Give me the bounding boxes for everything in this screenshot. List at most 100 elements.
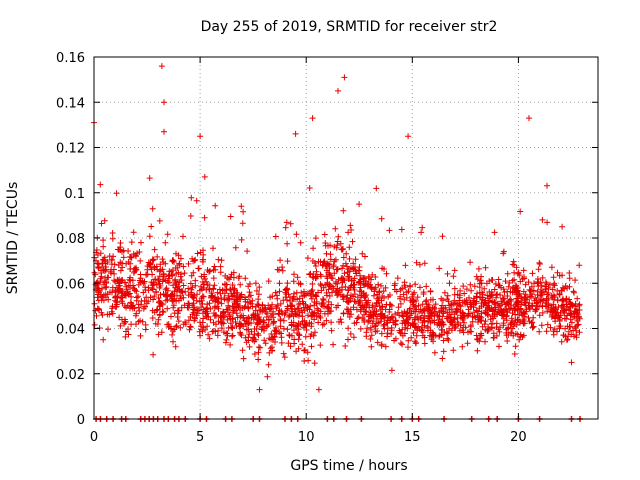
data-point [227, 274, 234, 281]
data-point [309, 287, 316, 293]
data-point [311, 302, 318, 309]
data-point [159, 278, 166, 285]
data-point [388, 302, 395, 309]
data-point [559, 223, 566, 230]
data-point [202, 326, 209, 333]
data-point [203, 314, 210, 321]
data-point [404, 309, 411, 315]
data-point [554, 309, 561, 316]
data-point [418, 229, 425, 236]
data-point [353, 319, 360, 326]
data-point [331, 270, 338, 277]
data-point [225, 296, 232, 303]
data-point [500, 322, 507, 329]
data-point [473, 294, 480, 301]
data-point [511, 289, 518, 296]
data-point [302, 333, 309, 340]
data-point [290, 293, 297, 300]
data-point [204, 323, 211, 330]
data-point [368, 343, 375, 350]
data-point [566, 299, 573, 306]
data-point [174, 292, 180, 299]
data-point [150, 279, 157, 286]
data-point [307, 290, 314, 297]
data-point [138, 239, 144, 246]
data-point [296, 332, 303, 339]
data-point [224, 275, 231, 281]
data-point [106, 311, 113, 318]
data-point [304, 255, 311, 262]
data-point [521, 274, 527, 280]
data-point [176, 287, 183, 294]
data-point [402, 324, 409, 331]
data-point [226, 295, 233, 302]
data-point [109, 235, 116, 242]
data-point [463, 286, 470, 293]
data-point [151, 293, 158, 300]
data-point [440, 337, 447, 344]
data-point [428, 309, 435, 316]
data-point [444, 330, 451, 337]
data-point [206, 268, 212, 275]
data-point [98, 273, 105, 280]
data-point [490, 315, 497, 322]
data-point [573, 334, 580, 341]
data-point [297, 239, 304, 246]
data-point [551, 280, 558, 287]
data-point [380, 322, 387, 329]
data-point [135, 318, 142, 325]
data-point [264, 373, 271, 380]
data-point [93, 247, 100, 253]
data-point [202, 275, 208, 282]
data-point [401, 296, 408, 303]
data-point [241, 294, 248, 301]
data-point [388, 367, 395, 374]
data-point [470, 299, 477, 305]
data-point [224, 332, 231, 339]
data-point [537, 293, 544, 299]
data-point [420, 291, 427, 297]
data-point [294, 274, 301, 281]
data-point [255, 296, 262, 303]
data-point [160, 309, 167, 316]
data-point [318, 287, 325, 294]
data-point [101, 217, 108, 224]
data-point [217, 319, 224, 326]
data-point [277, 323, 284, 330]
data-point [350, 260, 357, 267]
data-point [356, 201, 363, 208]
data-point [528, 303, 535, 310]
data-point [180, 282, 187, 289]
data-point [261, 319, 268, 326]
data-point [378, 282, 384, 289]
data-point [489, 320, 496, 327]
data-point [515, 269, 522, 276]
data-point [317, 314, 324, 321]
data-point [521, 310, 528, 317]
data-point [146, 175, 153, 182]
data-point [491, 299, 497, 306]
data-point [536, 328, 543, 335]
data-point [507, 305, 514, 311]
data-point [286, 332, 293, 338]
data-point [529, 324, 536, 331]
data-point [157, 267, 164, 273]
data-point [142, 284, 149, 291]
data-point-outlier [309, 115, 316, 122]
data-point [239, 347, 246, 354]
data-point [169, 291, 176, 297]
data-point [210, 245, 216, 252]
data-point [195, 265, 202, 272]
data-point [373, 315, 380, 322]
data-point [206, 286, 213, 292]
data-point [173, 250, 179, 257]
data-point [576, 262, 583, 269]
data-point [239, 305, 246, 312]
data-point [310, 274, 317, 281]
data-point [350, 304, 357, 311]
data-point [558, 287, 565, 294]
data-point [289, 302, 296, 309]
data-point [170, 304, 177, 311]
data-point [535, 266, 542, 273]
data-point [295, 280, 302, 287]
